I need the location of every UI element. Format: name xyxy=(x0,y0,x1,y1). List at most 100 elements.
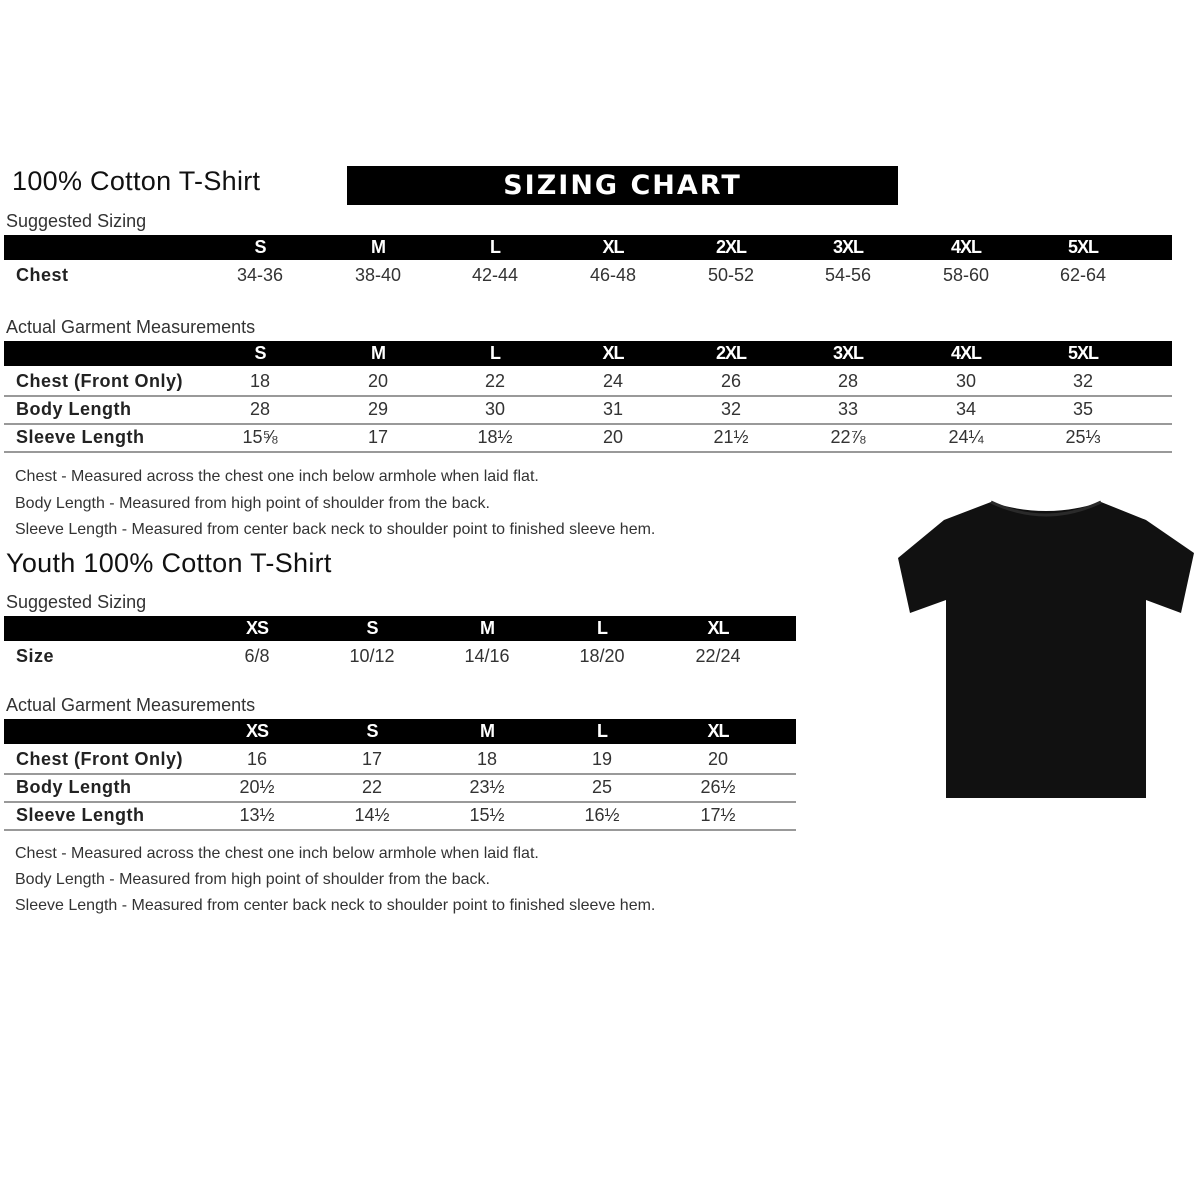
youth-actual-table: XS S M L XL Chest (Front Only) 16 17 18 19 20 Body … xyxy=(4,719,796,831)
table-cell: 15⅝ xyxy=(242,427,278,447)
table-cell: 20 xyxy=(602,427,624,447)
table-cell: 18½ xyxy=(477,427,513,447)
size-header-cell: XL xyxy=(707,721,729,741)
table-cell: 10/12 xyxy=(349,646,395,666)
size-header-cell: 2XL xyxy=(715,237,747,257)
table-cell: 14½ xyxy=(354,805,390,825)
size-header-cell: 4XL xyxy=(950,237,982,257)
adult-note-sleeve: Sleeve Length - Measured from center bac… xyxy=(15,521,656,538)
table-cell: 22/24 xyxy=(695,646,741,666)
table-bottom-border xyxy=(4,451,1172,453)
size-header-cell: L xyxy=(490,343,501,363)
table-row: Chest 34-36 38-40 42-44 46-48 50-52 54-56 58-60… xyxy=(4,261,1172,289)
table-row: Body Length 28 29 30 31 32 33 34 35 xyxy=(4,395,1172,425)
size-header-cell: S xyxy=(254,343,266,363)
size-header-cell: 4XL xyxy=(950,343,982,363)
table-cell: 33 xyxy=(837,399,859,419)
size-header-cell: M xyxy=(480,618,495,638)
table-cell: 58-60 xyxy=(942,265,990,285)
size-header-cell: XL xyxy=(707,618,729,638)
size-header-cell: XS xyxy=(245,618,269,638)
table-cell: 26 xyxy=(720,371,742,391)
adult-title: 100% Cotton T-Shirt xyxy=(12,166,261,196)
table-cell: 29 xyxy=(367,399,389,419)
sizing-chart-banner: SIZING CHART xyxy=(347,166,898,205)
size-header-cell: 5XL xyxy=(1067,343,1099,363)
table-bottom-border xyxy=(4,829,796,831)
table-cell: 28 xyxy=(837,371,859,391)
size-header-cell: L xyxy=(597,721,608,741)
table-cell: 17 xyxy=(367,427,389,447)
table-cell: 25⅓ xyxy=(1065,427,1101,447)
size-header-cell: M xyxy=(371,343,386,363)
table-cell: 21½ xyxy=(713,427,749,447)
size-header-cell: 3XL xyxy=(832,343,864,363)
tshirt-icon xyxy=(898,500,1194,798)
size-header-cell: XL xyxy=(602,343,624,363)
table-cell: 20½ xyxy=(239,777,275,797)
size-header-row: XS S M L XL xyxy=(4,719,796,744)
table-cell: 22 xyxy=(361,777,383,797)
size-header-cell: S xyxy=(366,721,378,741)
table-cell: 20 xyxy=(707,749,729,769)
size-header-cell: 5XL xyxy=(1067,237,1099,257)
table-cell: 24 xyxy=(602,371,624,391)
youth-suggested-label: Suggested Sizing xyxy=(6,592,147,612)
size-header-cell: S xyxy=(254,237,266,257)
row-label: Sleeve Length xyxy=(16,427,145,447)
adult-note-body: Body Length - Measured from high point o… xyxy=(15,495,490,512)
table-cell: 35 xyxy=(1072,399,1094,419)
table-cell: 18 xyxy=(249,371,271,391)
table-row: Chest (Front Only) 18 20 22 24 26 28 30 32 xyxy=(4,367,1172,397)
size-header-cell: M xyxy=(371,237,386,257)
size-header-cell: 2XL xyxy=(715,343,747,363)
table-cell: 6/8 xyxy=(244,646,270,666)
adult-actual-table: S M L XL 2XL 3XL 4XL 5XL Chest (Front Only) 18 20 2… xyxy=(4,341,1172,453)
table-row: Body Length 20½ 22 23½ 25 26½ xyxy=(4,773,796,803)
youth-note-chest: Chest - Measured across the chest one in… xyxy=(15,845,539,862)
table-cell: 23½ xyxy=(469,777,505,797)
youth-actual-label: Actual Garment Measurements xyxy=(6,695,256,715)
table-cell: 28 xyxy=(249,399,271,419)
row-label: Chest xyxy=(16,265,69,285)
size-header-row: S M L XL 2XL 3XL 4XL 5XL xyxy=(4,341,1172,366)
adult-note-chest: Chest - Measured across the chest one in… xyxy=(15,468,539,485)
table-cell: 62-64 xyxy=(1059,265,1107,285)
table-cell: 19 xyxy=(591,749,613,769)
table-cell: 22 xyxy=(484,371,506,391)
table-row: Size 6/8 10/12 14/16 18/20 22/24 xyxy=(4,642,796,670)
youth-title: Youth 100% Cotton T-Shirt xyxy=(6,548,332,578)
table-cell: 17½ xyxy=(700,805,736,825)
row-label: Chest (Front Only) xyxy=(16,749,183,769)
table-cell: 18 xyxy=(476,749,498,769)
table-row: Sleeve Length 13½ 14½ 15½ 16½ 17½ xyxy=(4,801,796,829)
table-cell: 31 xyxy=(602,399,624,419)
table-cell: 16 xyxy=(246,749,268,769)
youth-note-body: Body Length - Measured from high point o… xyxy=(15,871,490,888)
row-label: Sleeve Length xyxy=(16,805,145,825)
table-row: Chest (Front Only) 16 17 18 19 20 xyxy=(4,745,796,775)
table-cell: 26½ xyxy=(700,777,736,797)
size-header-row: S M L XL 2XL 3XL 4XL 5XL xyxy=(4,235,1172,260)
size-header-cell: 3XL xyxy=(832,237,864,257)
table-cell: 20 xyxy=(367,371,389,391)
youth-suggested-table: XS S M L XL Size 6/8 10/12 14/16 18/20 22/24 xyxy=(4,616,796,666)
row-label: Body Length xyxy=(16,399,132,419)
size-header-cell: XL xyxy=(602,237,624,257)
row-label: Chest (Front Only) xyxy=(16,371,183,391)
table-cell: 30 xyxy=(955,371,977,391)
row-label: Body Length xyxy=(16,777,132,797)
table-cell: 42-44 xyxy=(471,265,519,285)
size-header-row: XS S M L XL xyxy=(4,616,796,641)
youth-note-sleeve: Sleeve Length - Measured from center bac… xyxy=(15,897,656,914)
table-cell: 30 xyxy=(484,399,506,419)
size-header-cell: M xyxy=(480,721,495,741)
table-cell: 18/20 xyxy=(579,646,625,666)
table-cell: 14/16 xyxy=(464,646,510,666)
table-cell: 46-48 xyxy=(589,265,637,285)
table-cell: 50-52 xyxy=(707,265,755,285)
table-cell: 22⅞ xyxy=(830,427,866,447)
table-cell: 25 xyxy=(591,777,613,797)
table-cell: 38-40 xyxy=(354,265,402,285)
